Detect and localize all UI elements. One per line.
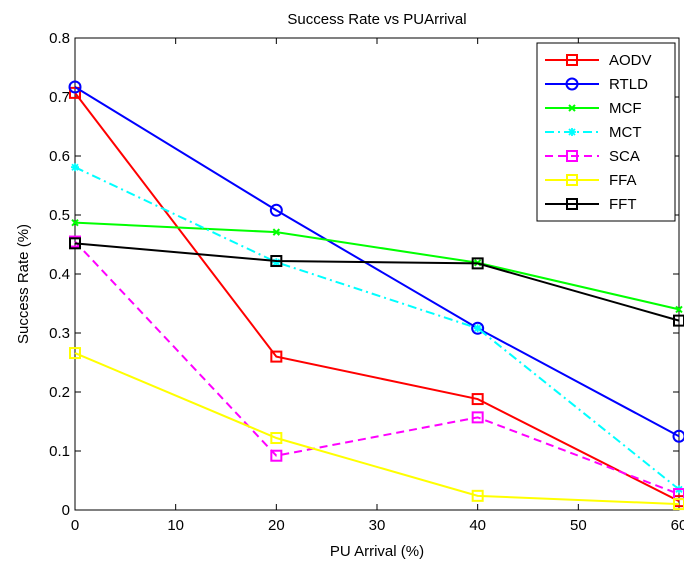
y-axis-label: Success Rate (%) (15, 224, 32, 344)
series-line (74, 240, 680, 496)
legend-label: FFA (609, 172, 637, 189)
legend-label: RTLD (609, 76, 648, 93)
legend-label: MCF (609, 100, 642, 117)
y-tick-label: 0.2 (49, 384, 70, 401)
series-mct (71, 163, 683, 494)
y-tick-label: 0.7 (49, 89, 70, 106)
legend-marker (566, 198, 578, 210)
data-point (471, 489, 484, 502)
legend-box (536, 42, 676, 222)
x-tick-label: 20 (268, 517, 285, 534)
x-tick-label: 60 (671, 517, 684, 534)
series-line (74, 166, 680, 491)
x-tick-label: 0 (71, 517, 79, 534)
y-tick-label: 0 (62, 502, 70, 519)
legend-label: SCA (609, 148, 640, 165)
data-point (272, 228, 281, 236)
data-point (270, 350, 283, 363)
data-point (269, 203, 283, 217)
data-point (69, 237, 81, 250)
data-point (473, 324, 482, 333)
legend: AODV RTLD MCF MCT SCA FFA FFT (536, 42, 676, 222)
series-line (74, 352, 680, 506)
data-point (270, 432, 283, 445)
legend-label: FFT (609, 196, 637, 213)
x-tick-label: 50 (570, 517, 587, 534)
y-tick-label: 0.8 (49, 30, 70, 47)
y-tick-label: 0.5 (49, 207, 70, 224)
legend-marker (565, 77, 579, 91)
series-fft (69, 237, 684, 327)
x-tick-label: 30 (369, 517, 386, 534)
legend-marker (566, 54, 578, 66)
data-point (673, 314, 684, 327)
data-point (471, 393, 484, 406)
series-line (74, 221, 680, 311)
series-rtld (68, 80, 684, 443)
data-point (471, 411, 484, 424)
data-point (270, 255, 283, 268)
series-ffa (69, 347, 684, 511)
series-line (74, 242, 680, 322)
y-tick-label: 0.1 (49, 443, 70, 460)
series-line (74, 92, 680, 503)
x-tick-label: 10 (167, 517, 184, 534)
x-axis-label: PU Arrival (%) (330, 543, 424, 560)
legend-marker (566, 150, 578, 162)
data-point (675, 305, 683, 314)
legend-label: MCT (609, 124, 642, 141)
chart-title: Success Rate vs PUArrival (287, 11, 466, 28)
legend-marker (568, 128, 576, 136)
x-tick-label: 40 (469, 517, 486, 534)
series-line (74, 86, 680, 438)
data-point (71, 218, 79, 227)
data-point (71, 163, 79, 172)
y-tick-label: 0.3 (49, 325, 70, 342)
data-point (68, 80, 82, 94)
data-point (270, 449, 283, 462)
data-point (471, 257, 484, 270)
data-point (69, 347, 81, 360)
data-point (471, 321, 485, 335)
y-tick-label: 0.6 (49, 148, 70, 165)
legend-marker (568, 104, 576, 112)
data-point (672, 429, 684, 443)
legend-label: AODV (609, 52, 652, 69)
data-point (673, 498, 684, 511)
legend-marker (566, 174, 578, 186)
y-tick-label: 0.4 (49, 266, 70, 283)
data-point (272, 258, 281, 267)
